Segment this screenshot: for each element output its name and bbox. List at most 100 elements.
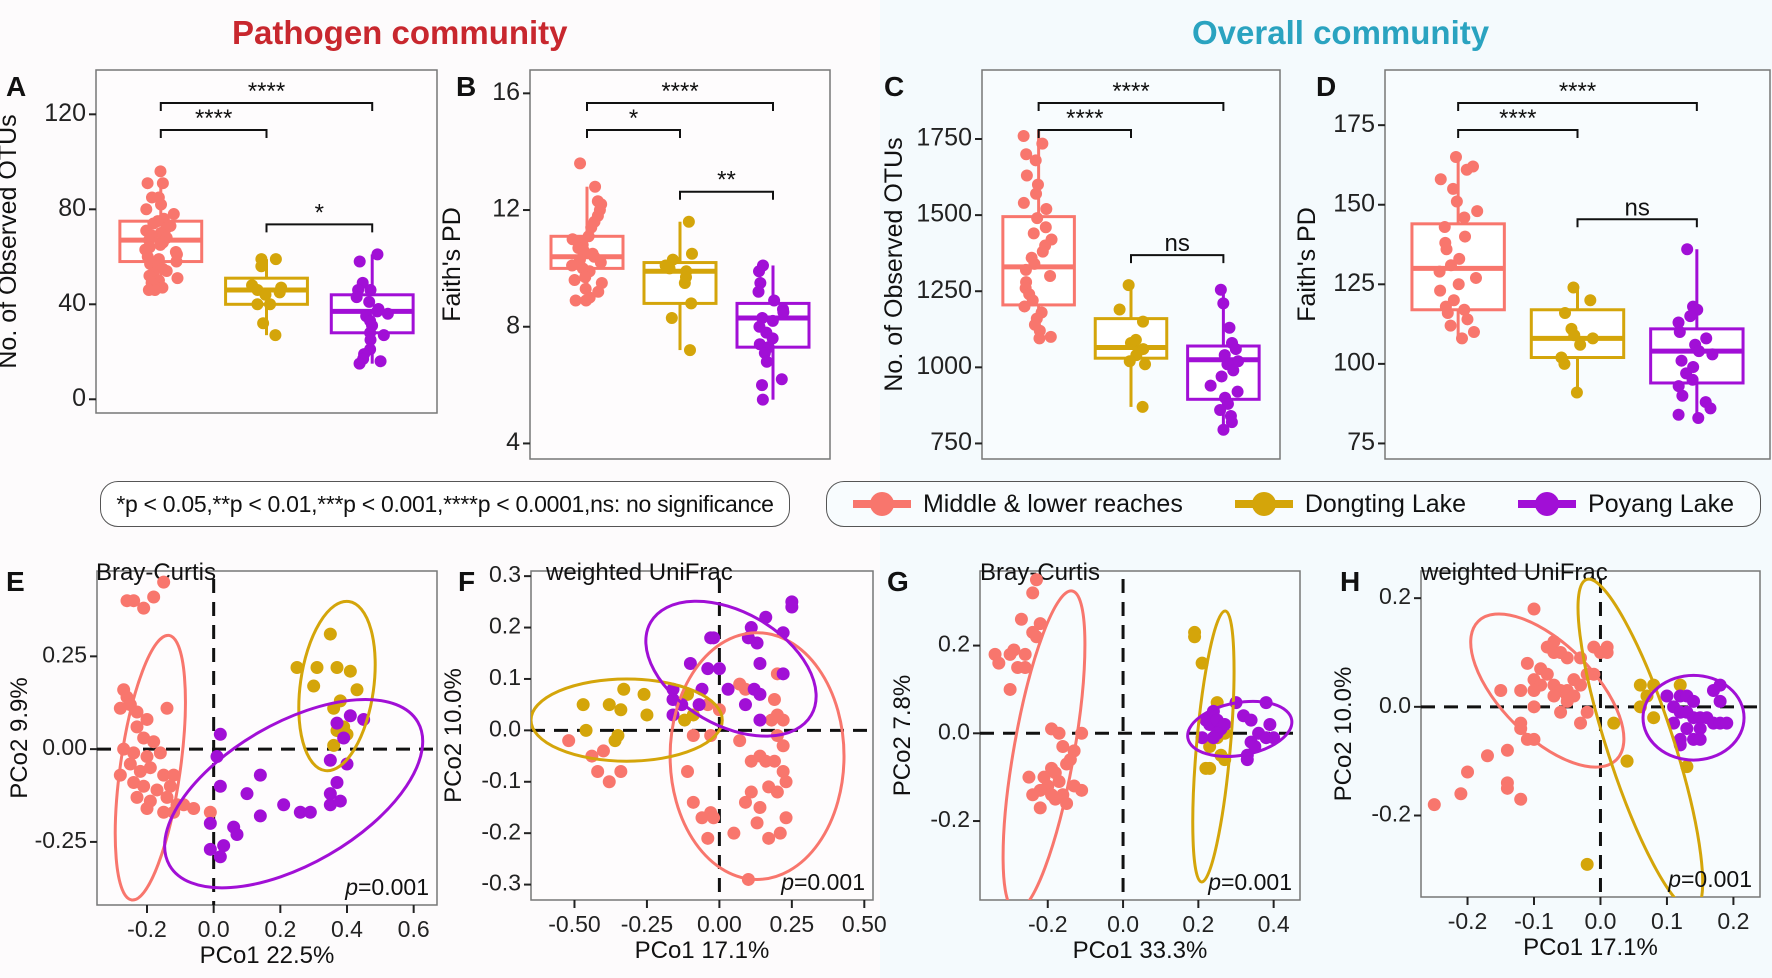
y-tick-label: 12 xyxy=(492,195,520,223)
data-point xyxy=(1214,283,1227,296)
data-point xyxy=(381,307,394,320)
data-point xyxy=(785,600,799,614)
data-point xyxy=(113,701,127,715)
data-point xyxy=(1444,319,1457,332)
data-point xyxy=(133,764,147,778)
data-point xyxy=(374,355,387,368)
series-dongting-lake xyxy=(576,682,700,748)
y-tick-label: 0.0 xyxy=(938,718,970,744)
data-point xyxy=(1494,684,1508,698)
significance-label: **** xyxy=(1066,105,1103,132)
data-point xyxy=(1214,403,1227,416)
data-point xyxy=(330,776,344,790)
data-point xyxy=(1514,684,1528,698)
data-point xyxy=(303,805,317,819)
y-tick-label: 0.25 xyxy=(42,641,87,667)
plot-area xyxy=(97,575,437,905)
data-point xyxy=(1052,726,1066,740)
box-2 xyxy=(1529,281,1626,399)
data-point xyxy=(213,779,227,793)
significance-bracket xyxy=(1037,102,1225,111)
significance-label: * xyxy=(315,199,324,226)
data-point xyxy=(1593,646,1607,659)
data-point xyxy=(350,291,363,304)
data-point xyxy=(1434,173,1447,186)
data-point xyxy=(1259,731,1273,745)
data-point xyxy=(1647,711,1661,725)
data-point xyxy=(1231,385,1244,398)
plot-area xyxy=(1421,577,1760,897)
y-tick-label: 1250 xyxy=(916,276,972,304)
data-point xyxy=(1123,355,1136,368)
data-point xyxy=(203,816,217,830)
data-point xyxy=(1223,321,1236,334)
box-2 xyxy=(224,253,309,342)
data-point xyxy=(592,285,605,298)
significance-bracket xyxy=(1576,218,1698,228)
data-point xyxy=(1681,243,1694,256)
data-point xyxy=(163,779,177,793)
p-value-annotation: p=0.001 xyxy=(344,874,429,900)
data-point xyxy=(753,265,766,278)
data-point xyxy=(323,627,337,641)
data-point xyxy=(141,177,154,190)
data-point xyxy=(1520,656,1534,670)
significance-bracket xyxy=(1457,102,1698,111)
box-3 xyxy=(329,248,415,370)
data-point xyxy=(1033,801,1047,815)
significance-bracket xyxy=(1457,129,1579,138)
data-point xyxy=(147,735,161,749)
panel-g: G Bray-Curtis-0.2 0.0 0.2 0.4-0.20.00.2PCo1 … xyxy=(887,559,1301,964)
x-tick-label: 0.00 xyxy=(697,911,742,937)
y-axis-label: PCo2 10.0% xyxy=(1330,667,1357,802)
data-point xyxy=(580,294,593,307)
data-point xyxy=(756,393,769,406)
data-point xyxy=(1018,647,1032,661)
p-symbol: p xyxy=(780,869,794,895)
data-point xyxy=(1027,227,1040,240)
data-point xyxy=(269,253,282,266)
confidence-ellipse xyxy=(531,677,724,763)
data-point xyxy=(1471,205,1484,218)
data-point xyxy=(1672,380,1685,393)
data-point xyxy=(1449,150,1462,163)
data-point xyxy=(1567,281,1580,294)
data-point xyxy=(1580,857,1594,871)
legend-item-dongting-lake[interactable]: Dongting Lake xyxy=(1234,490,1466,519)
data-point xyxy=(776,764,790,778)
data-point xyxy=(594,256,607,269)
legend-item-middle-lower-reaches[interactable]: Middle & lower reaches xyxy=(852,490,1183,519)
p-value: =0.001 xyxy=(1681,866,1752,892)
significance-bracket xyxy=(586,102,774,111)
data-point xyxy=(1438,221,1451,234)
data-point xyxy=(1031,212,1044,225)
significance-label: * xyxy=(629,105,638,132)
data-point xyxy=(1558,357,1571,370)
y-tick-label: 125 xyxy=(1333,269,1375,297)
data-point xyxy=(330,716,344,730)
data-point xyxy=(1570,386,1583,399)
p-value: =0.001 xyxy=(358,874,429,900)
significance-bracket xyxy=(159,129,268,138)
data-point xyxy=(1680,722,1694,736)
data-point xyxy=(240,787,254,801)
data-point xyxy=(1036,245,1049,258)
data-point xyxy=(775,373,788,386)
data-point xyxy=(1640,689,1654,703)
x-tick-label: 0.4 xyxy=(1258,911,1290,937)
data-point xyxy=(569,294,582,307)
data-point xyxy=(744,785,758,799)
data-point xyxy=(142,284,155,297)
significance-legend: *p < 0.05,**p < 0.01,***p < 0.001,****p … xyxy=(100,481,790,527)
x-axis-label: PCo1 17.1% xyxy=(635,937,770,964)
legend-item-poyang-lake[interactable]: Poyang Lake xyxy=(1518,490,1734,519)
data-point xyxy=(323,787,337,801)
box-1 xyxy=(118,165,204,297)
data-point xyxy=(1672,316,1685,329)
box-1 xyxy=(1410,150,1506,345)
data-point xyxy=(1706,348,1719,361)
y-tick-label: 0.3 xyxy=(489,561,521,587)
plot-area xyxy=(531,579,873,900)
data-point xyxy=(160,265,173,278)
